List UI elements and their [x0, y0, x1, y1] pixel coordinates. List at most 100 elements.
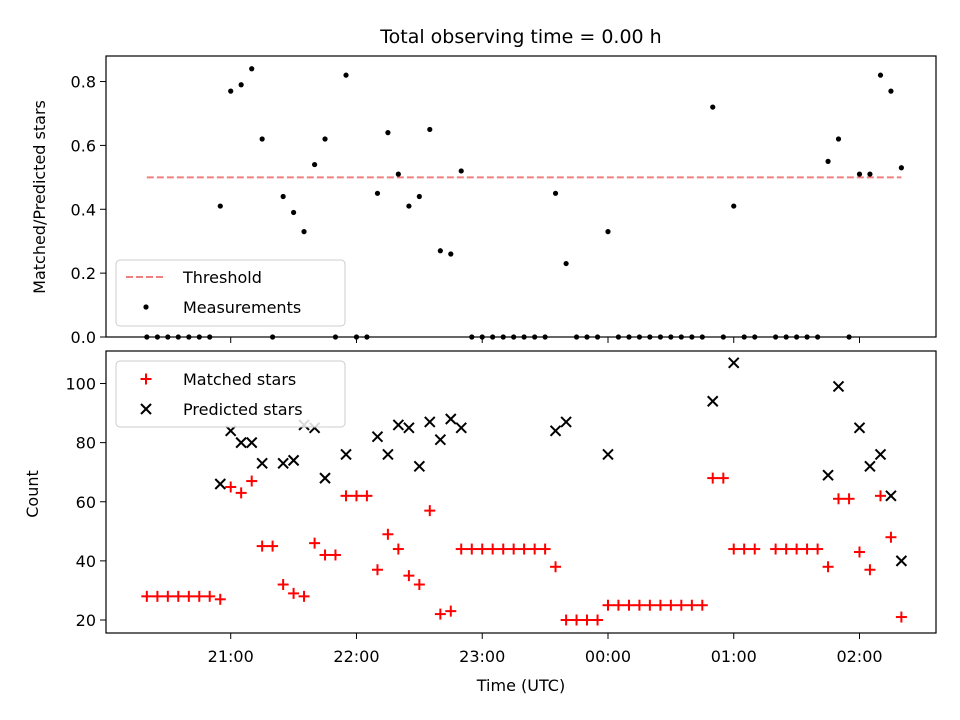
matched-stars-point [329, 549, 341, 561]
predicted-stars-point [602, 448, 614, 461]
matched-stars-point [508, 543, 520, 555]
matched-stars-point [833, 493, 845, 505]
x-stroke-b [235, 436, 247, 449]
matched-stars-point [749, 543, 761, 555]
matched-stars-point [141, 590, 153, 602]
matched-stars-point [204, 590, 216, 602]
measurement-point [710, 104, 716, 110]
x-stroke-b [434, 433, 447, 446]
measurement-point [835, 136, 842, 142]
legend-predicted-swatch [140, 403, 152, 415]
matched-stars-point [225, 481, 237, 493]
matched-stars-point [780, 543, 792, 555]
measurement-point [856, 171, 863, 177]
y-tick-label: 100 [65, 375, 96, 394]
measurement-point [898, 165, 904, 171]
chart-title: Total observing time = 0.00 h [379, 26, 661, 48]
predicted-stars-point [214, 478, 226, 490]
matched-stars-point [644, 599, 656, 611]
x-stroke-b [895, 555, 908, 567]
x-stroke-b [403, 422, 415, 434]
x-tick-label: 00:00 [585, 647, 631, 666]
matched-stars-point [738, 543, 750, 555]
matched-stars-point [665, 599, 677, 611]
y-tick-label: 20 [76, 611, 96, 630]
matched-stars-point [340, 490, 352, 502]
axes-frame [105, 350, 937, 634]
matched-stars-point [172, 590, 184, 602]
measurement-point [563, 260, 569, 267]
predicted-stars-point [287, 454, 300, 467]
measurement-point [290, 209, 297, 216]
matched-stars-point [413, 579, 425, 591]
y-tick-label: 80 [76, 434, 96, 453]
matched-stars-point [466, 543, 478, 555]
x-stroke-b [728, 357, 740, 369]
x-axis-label: Time (UTC) [476, 676, 565, 695]
x-stroke-b [822, 469, 834, 481]
x-stroke-b [885, 490, 897, 502]
x-stroke-b [413, 460, 426, 472]
measurement-point [249, 66, 255, 72]
matched-stars-point [707, 472, 719, 484]
matched-stars-point [497, 543, 509, 555]
matched-stars-point [361, 490, 373, 502]
matched-stars-point [654, 599, 666, 611]
x-stroke-b [560, 416, 572, 428]
predicted-stars-point [277, 457, 289, 470]
matched-stars-point [256, 540, 268, 552]
legend: Matched stars Predicted stars [115, 360, 346, 428]
x-stroke-b [214, 478, 226, 490]
measurement-point [301, 229, 307, 235]
predicted-stars-point [392, 419, 405, 431]
measurement-point [311, 161, 318, 168]
predicted-stars-point [560, 416, 572, 428]
matched-stars-point [801, 543, 813, 555]
legend-predicted-label: Predicted stars [183, 400, 303, 419]
matched-stars-point [434, 608, 446, 620]
measurement-point [416, 193, 422, 200]
x-stroke-b [832, 380, 845, 393]
matched-stars-point [770, 543, 782, 555]
matched-stars-point [875, 490, 887, 502]
bottom-panel: 20 40 60 80 100 21:00 22:00 23:00 00:00 01:00 02:0… [65, 350, 937, 666]
matched-stars-point [183, 590, 195, 602]
series-matched-stars [141, 472, 907, 626]
measurement-point [731, 203, 737, 209]
measurement-point [427, 126, 433, 133]
matched-stars-point [455, 543, 467, 555]
matched-stars-point [518, 543, 530, 555]
matched-stars-point [854, 546, 866, 558]
x-stroke-b [140, 403, 152, 415]
matched-stars-point [162, 590, 174, 602]
matched-stars-point [319, 549, 331, 561]
measurement-point [374, 190, 381, 196]
measurement-point [322, 136, 328, 142]
matched-stars-point [382, 528, 394, 540]
matched-stars-point [612, 599, 624, 611]
matched-stars-point [602, 599, 614, 611]
y-tick-label: 0.2 [71, 264, 96, 283]
y-tick-label: 60 [76, 493, 96, 512]
matched-stars-point [728, 543, 740, 555]
matched-stars-point [560, 614, 572, 626]
matched-stars-point [791, 543, 803, 555]
y-tick-label: 40 [76, 552, 96, 571]
matched-stars-point [686, 599, 698, 611]
matched-stars-point [403, 570, 415, 582]
predicted-stars-point [832, 380, 845, 393]
predicted-stars-point [340, 448, 352, 461]
matched-stars-point [392, 543, 404, 555]
predicted-stars-point [256, 457, 268, 470]
matched-stars-point [309, 537, 321, 549]
legend: Threshold Measurements [115, 259, 346, 327]
x-stroke-b [424, 416, 436, 428]
matched-stars-point [843, 493, 855, 505]
x-stroke-b [319, 472, 331, 484]
matched-stars-point [529, 543, 541, 555]
measurement-point [228, 88, 234, 94]
legend-matched-label: Matched stars [183, 370, 296, 389]
matched-stars-point [151, 590, 163, 602]
predicted-stars-point [728, 357, 740, 369]
predicted-stars-point [455, 422, 467, 434]
